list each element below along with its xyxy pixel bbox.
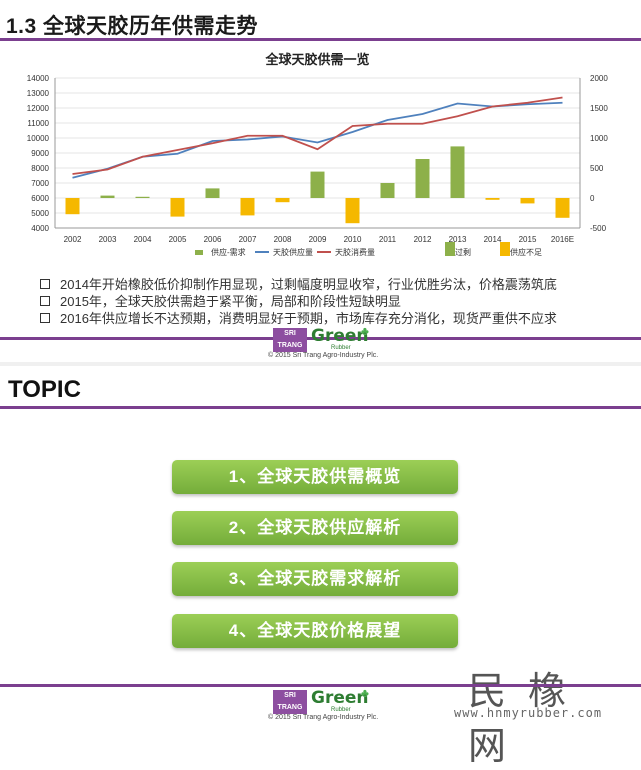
footer-divider	[0, 684, 641, 687]
y-left-tick-label: 9000	[31, 149, 49, 158]
legend-swatch	[500, 242, 510, 256]
x-tick-label: 2011	[379, 235, 397, 244]
logo-badge: SRI TRANG	[273, 690, 307, 714]
x-tick-label: 2008	[274, 235, 292, 244]
y-left-tick-label: 5000	[31, 209, 49, 218]
leaf-icon: ♣	[361, 324, 369, 338]
y-left-tick-label: 6000	[31, 194, 49, 203]
legend-label: 天胶供应量	[273, 247, 313, 257]
y-right-tick-label: 0	[590, 194, 595, 203]
title-divider	[0, 406, 641, 409]
y-right-tick-label: 1500	[590, 104, 608, 113]
x-tick-label: 2005	[169, 235, 187, 244]
bar	[345, 198, 360, 224]
x-tick-label: 2012	[414, 235, 432, 244]
legend-label: 天胶消费量	[335, 247, 375, 257]
leaf-icon: ♣	[361, 686, 369, 700]
sri-trang-logo: SRI TRANG Green Rubber ♣ © 2015 Sri Tran…	[268, 686, 393, 726]
bar	[100, 195, 115, 198]
x-tick-label: 2014	[484, 235, 502, 244]
y-left-tick-label: 12000	[27, 104, 50, 113]
x-tick-label: 2007	[239, 235, 257, 244]
bullet-text: 2014年开始橡胶低价抑制作用显现，过剩幅度明显收窄，行业优胜劣汰，价格震荡筑底	[60, 277, 557, 292]
x-tick-label: 2015	[519, 235, 537, 244]
bullet-text: 2016年供应增长不达预期，消费明显好于预期，市场库存充分消化，现货严重供不应求	[60, 311, 557, 326]
y-right-tick-label: 2000	[590, 74, 608, 83]
x-tick-label: 2010	[344, 235, 362, 244]
y-left-tick-label: 13000	[27, 89, 50, 98]
legend-label: 过剩	[455, 247, 471, 257]
x-tick-label: 2013	[449, 235, 467, 244]
bullet-text: 2015年，全球天胶供需趋于紧平衡，局部和阶段性短缺明显	[60, 294, 401, 309]
bar	[415, 159, 430, 198]
logo-green-text: Green	[311, 326, 369, 346]
logo-badge: SRI TRANG	[273, 328, 307, 352]
slide-title: 1.3 全球天胶历年供需走势	[6, 15, 259, 38]
bar	[310, 171, 325, 198]
checkbox-icon	[40, 279, 50, 289]
bar	[65, 198, 80, 215]
legend-swatch	[195, 250, 203, 255]
chart-title: 全球天胶供需一览	[264, 52, 369, 67]
x-tick-label: 2009	[309, 235, 327, 244]
supply-demand-chart: 全球天胶供需一览40005000600070008000900010000110…	[27, 52, 609, 257]
x-tick-label: 2004	[134, 235, 152, 244]
topic-button-3[interactable]: 3、全球天胶需求解析	[172, 562, 458, 596]
bullet-item: 2015年，全球天胶供需趋于紧平衡，局部和阶段性短缺明显	[40, 293, 557, 310]
bar	[380, 183, 395, 198]
topic-button-1[interactable]: 1、全球天胶供需概览	[172, 460, 458, 494]
topic-title: TOPIC	[8, 376, 81, 403]
title-divider	[0, 38, 641, 41]
legend-swatch	[445, 242, 455, 256]
logo-rubber-text: Rubber	[331, 345, 351, 351]
y-left-tick-label: 11000	[27, 119, 49, 128]
y-right-tick-label: 1000	[590, 134, 608, 143]
slide-topic: TOPIC 1、全球天胶供需概览 2、全球天胶供应解析 3、全球天胶需求解析 4…	[0, 366, 641, 768]
bar	[450, 146, 465, 198]
bullet-item: 2014年开始橡胶低价抑制作用显现，过剩幅度明显收窄，行业优胜劣汰，价格震荡筑底	[40, 276, 557, 293]
bar	[240, 198, 255, 216]
series-line	[72, 101, 563, 179]
x-tick-label: 2003	[99, 235, 117, 244]
logo-rubber-text: Rubber	[331, 707, 351, 713]
y-left-tick-label: 7000	[31, 179, 49, 188]
slide-supply-demand: 1.3 全球天胶历年供需走势 全球天胶供需一览 4000 5000 6000 7000 8…	[0, 0, 641, 362]
bar	[485, 198, 500, 200]
bullet-item: 2016年供应增长不达预期，消费明显好于预期，市场库存充分消化，现货严重供不应求	[40, 310, 557, 327]
x-tick-label: 2002	[64, 235, 82, 244]
legend-label: 供应不足	[510, 247, 542, 257]
checkbox-icon	[40, 296, 50, 306]
bar	[275, 198, 290, 203]
logo-green-text: Green	[311, 688, 369, 708]
bar	[135, 196, 150, 198]
checkbox-icon	[40, 313, 50, 323]
bar	[520, 198, 535, 204]
bullet-list: 2014年开始橡胶低价抑制作用显现，过剩幅度明显收窄，行业优胜劣汰，价格震荡筑底…	[40, 276, 557, 327]
y-left-tick-label: 14000	[27, 74, 50, 83]
series-line	[72, 96, 563, 175]
bar	[555, 198, 570, 218]
y-right-tick-label: -500	[590, 224, 607, 233]
watermark-url: www.hnmyrubber.com	[454, 706, 603, 720]
footer-divider	[0, 337, 641, 340]
y-left-tick-label: 8000	[31, 164, 49, 173]
x-tick-label: 2006	[204, 235, 222, 244]
x-tick-label: 2016E	[551, 235, 574, 244]
y-right-tick-label: 500	[590, 164, 604, 173]
y-left-tick-label: 10000	[27, 134, 50, 143]
topic-button-4[interactable]: 4、全球天胶价格展望	[172, 614, 458, 648]
topic-button-2[interactable]: 2、全球天胶供应解析	[172, 511, 458, 545]
bar	[170, 198, 185, 217]
legend-label: 供应-需求	[211, 247, 246, 257]
slide-separator	[0, 362, 641, 366]
copyright-text: © 2015 Sri Trang Agro-Industry Plc.	[268, 352, 379, 359]
y-left-tick-label: 4000	[31, 224, 49, 233]
bar	[205, 188, 220, 198]
sri-trang-logo: SRI TRANG Green Rubber ♣ © 2015 Sri Tran…	[268, 324, 393, 364]
copyright-text: © 2015 Sri Trang Agro-Industry Plc.	[268, 714, 379, 721]
